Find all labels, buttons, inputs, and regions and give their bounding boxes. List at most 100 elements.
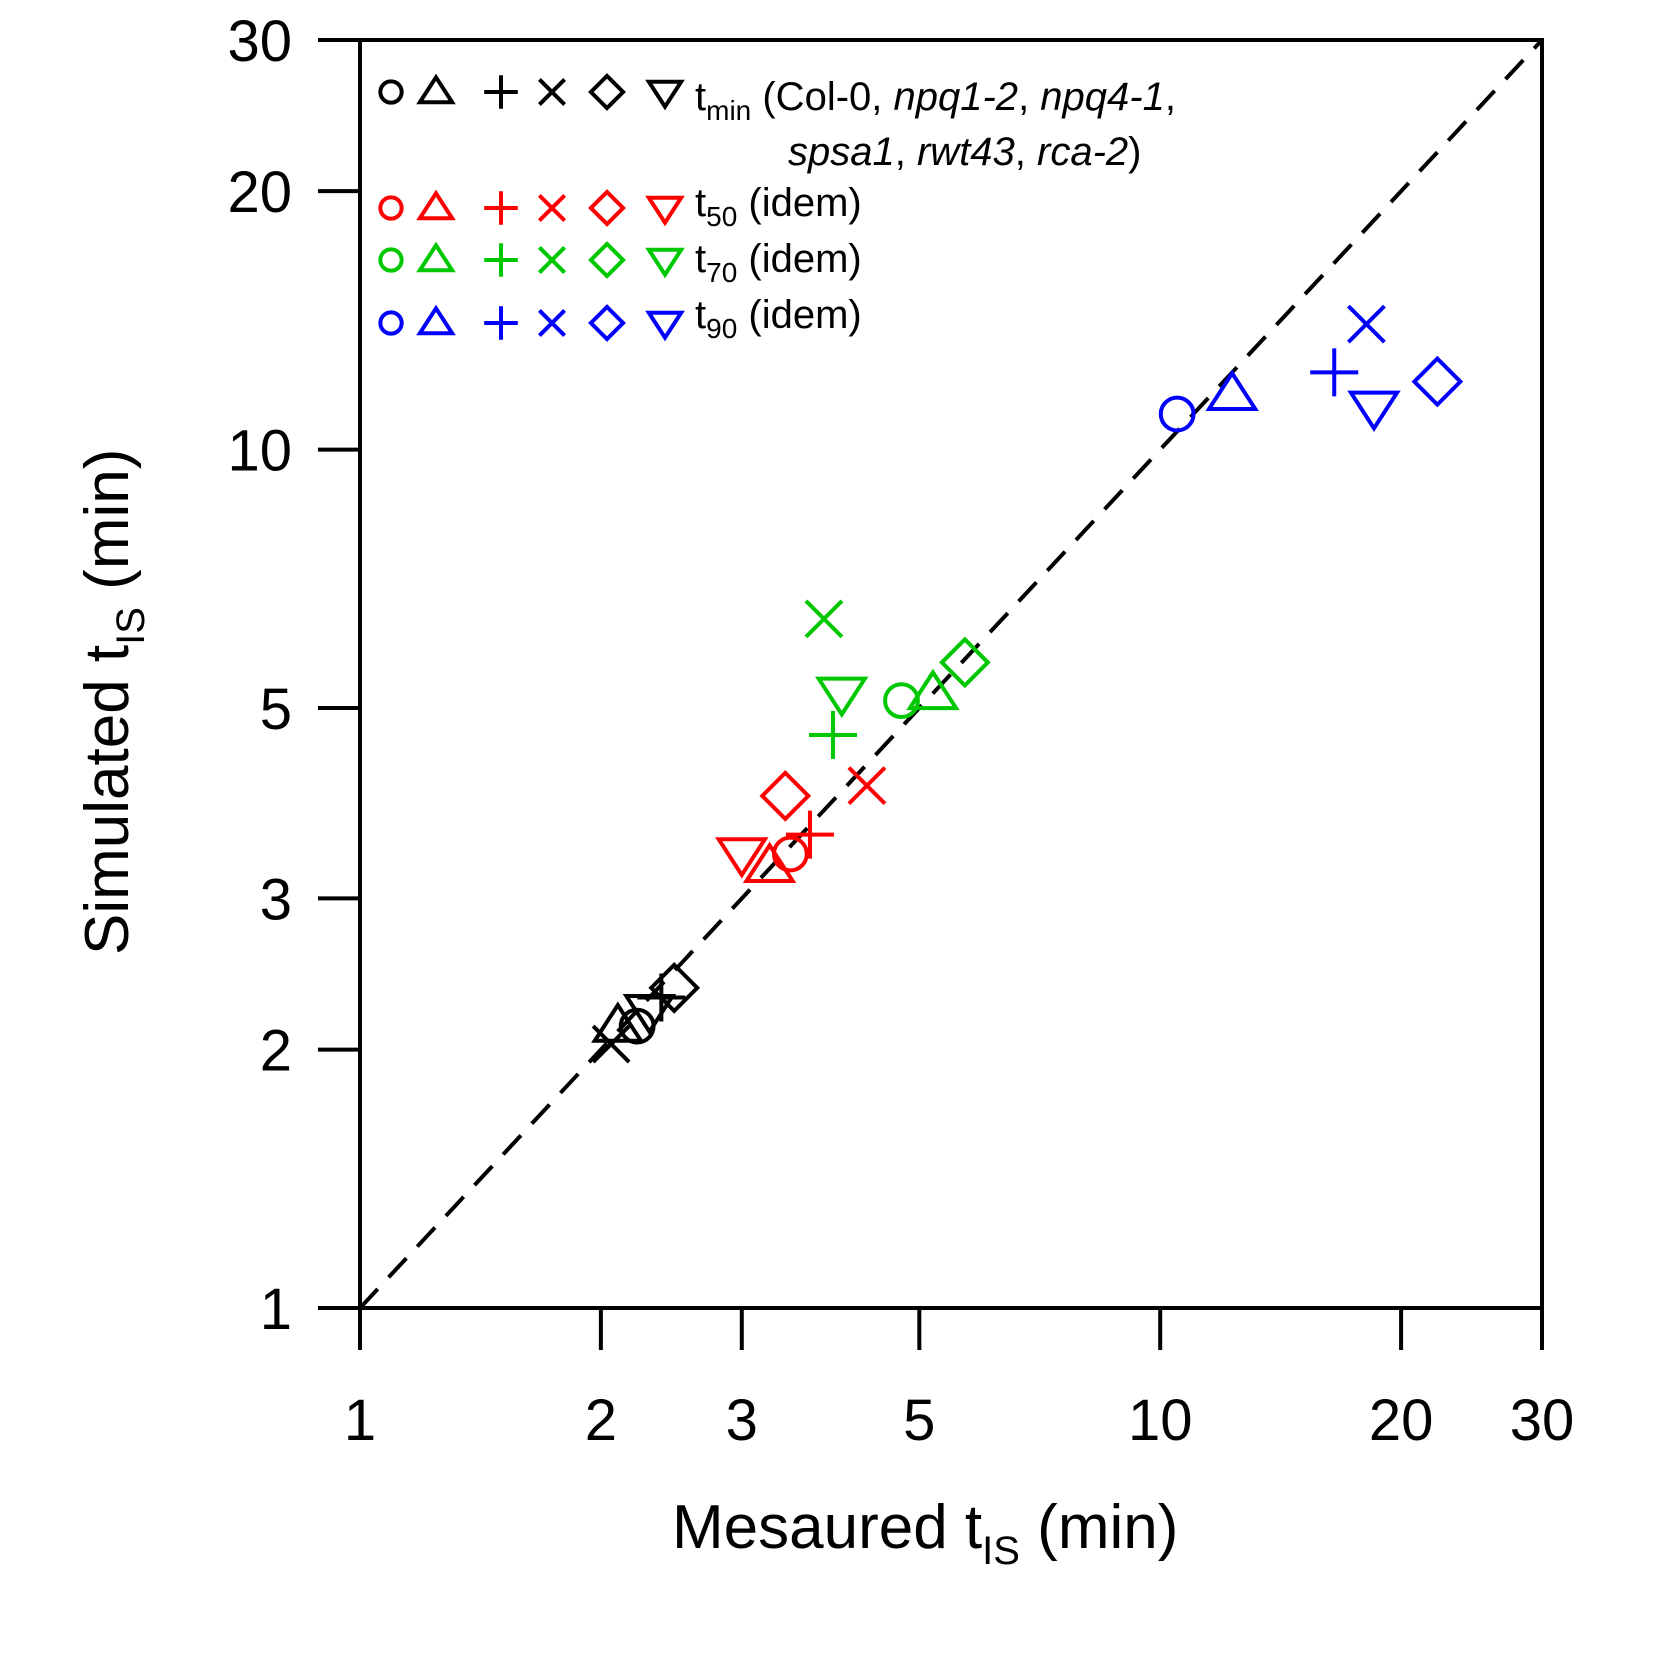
legend-t90-diamond-marker xyxy=(588,304,626,342)
point-t90-triangle-up-marker xyxy=(1205,369,1259,411)
legend-tmin-prefix: (Col-0, xyxy=(751,75,893,119)
legend-t90-suffix: (idem) xyxy=(737,293,861,337)
legend-tmin-triangle-up-marker xyxy=(416,73,456,105)
legend-t70-main: t xyxy=(695,237,706,281)
point-t50-triangle-up-marker xyxy=(742,841,797,883)
y-axis-title-unit: (min) xyxy=(73,449,142,607)
point-t90-cross-marker xyxy=(1346,304,1386,344)
x-axis-title-main: Mesaured t xyxy=(672,1493,982,1562)
x-tick-label: 1 xyxy=(344,1388,376,1453)
point-t90-triangle-down-marker xyxy=(1347,390,1401,433)
legend-tmin-cross-marker xyxy=(537,77,567,107)
legend-genotype-spsa1: spsa1 xyxy=(788,130,895,174)
y-tick-label: 30 xyxy=(227,9,292,74)
legend-label-tmin-line2: spsa1, rwt43, rca-2) xyxy=(788,130,1142,174)
y-tick-label: 5 xyxy=(260,677,292,742)
legend-genotype-npq4-1: npq4-1 xyxy=(1040,75,1165,119)
legend-line2-end: ) xyxy=(1128,130,1141,174)
point-t50-circle-marker xyxy=(771,835,809,873)
point-t90-plus-marker xyxy=(1310,348,1359,397)
point-t70-circle-marker xyxy=(883,682,920,720)
y-tick-label: 3 xyxy=(260,867,292,932)
point-tmin-cross-marker xyxy=(591,1024,631,1064)
legend-t90-sub: 90 xyxy=(706,313,737,344)
legend-t50-sub: 50 xyxy=(706,201,737,232)
legend-label-t50: t50 (idem) xyxy=(695,181,862,232)
point-t70-diamond-marker xyxy=(939,636,991,689)
point-t70-triangle-up-marker xyxy=(906,668,960,711)
legend-sep: , xyxy=(1018,75,1040,119)
data-points xyxy=(591,304,1464,1064)
identity-reference-line xyxy=(360,40,1542,1308)
legend-t70-triangle-down-marker xyxy=(645,247,685,279)
y-tick-label: 2 xyxy=(260,1019,292,1084)
y-axis: 1 2 3 5 10 20 30 xyxy=(227,9,360,1342)
legend-t50-main: t xyxy=(695,181,706,225)
y-axis-title-main: Simulated t xyxy=(73,645,142,955)
legend-t70-triangle-up-marker xyxy=(416,241,456,273)
point-tmin-triangle-up-marker xyxy=(591,1001,645,1043)
point-t50-triangle-down-marker xyxy=(715,837,769,879)
x-tick-label: 30 xyxy=(1510,1388,1575,1453)
point-tmin-triangle-down-marker xyxy=(622,993,677,1036)
y-tick-label: 1 xyxy=(260,1277,292,1342)
point-t50-diamond-marker xyxy=(759,770,812,822)
x-axis-title-unit: (min) xyxy=(1020,1493,1178,1562)
legend-t70-plus-marker xyxy=(484,243,518,277)
legend-t50-plus-marker xyxy=(484,191,518,225)
legend-t90-cross-marker xyxy=(537,308,567,338)
point-t50-plus-marker xyxy=(785,810,834,859)
legend-t50-circle-marker xyxy=(378,195,404,221)
legend-t70-suffix: (idem) xyxy=(737,237,861,281)
y-axis-title: Simulated tIS (min) xyxy=(73,449,153,955)
legend-line1-end: , xyxy=(1165,75,1176,119)
x-tick-label: 3 xyxy=(726,1388,758,1453)
legend-t50-suffix: (idem) xyxy=(737,181,861,225)
y-tick-label: 10 xyxy=(227,419,292,484)
x-tick-label: 5 xyxy=(903,1388,935,1453)
legend-label-t90: t90 (idem) xyxy=(695,293,862,344)
legend-t50-triangle-down-marker xyxy=(645,195,685,227)
legend-t70-cross-marker xyxy=(537,245,567,275)
legend-genotype-rca-2: rca-2 xyxy=(1037,130,1128,174)
legend-markers xyxy=(378,73,685,342)
plot-area xyxy=(358,38,1544,1310)
legend-tmin-sub: min xyxy=(706,95,751,126)
y-axis-title-sub: IS xyxy=(109,607,153,645)
legend-tmin-main: t xyxy=(695,75,706,119)
legend-t90-main: t xyxy=(695,293,706,337)
point-tmin-diamond-marker xyxy=(648,962,701,1014)
legend-label-t70: t70 (idem) xyxy=(695,237,862,288)
point-t90-circle-marker xyxy=(1158,395,1196,433)
legend-genotype-rwt43: rwt43 xyxy=(917,130,1015,174)
legend-t70-circle-marker xyxy=(378,247,404,273)
legend-t90-plus-marker xyxy=(484,306,518,340)
legend-t70-diamond-marker xyxy=(588,241,626,279)
legend-genotype-npq1-2: npq1-2 xyxy=(894,75,1019,119)
legend-t50-cross-marker xyxy=(537,193,567,223)
legend-tmin-circle-marker xyxy=(378,79,404,105)
legend-sep: , xyxy=(895,130,917,174)
point-t50-cross-marker xyxy=(847,766,887,806)
x-axis: 1 2 3 5 10 20 30 xyxy=(344,1308,1574,1453)
point-t70-cross-marker xyxy=(804,599,844,639)
legend-t90-triangle-up-marker xyxy=(416,304,456,336)
legend-tmin-diamond-marker xyxy=(588,73,626,111)
y-tick-label: 20 xyxy=(227,160,292,225)
legend-label-tmin: tmin (Col-0, npq1-2, npq4-1, xyxy=(695,75,1176,126)
x-tick-label: 10 xyxy=(1128,1388,1193,1453)
x-tick-label: 20 xyxy=(1369,1388,1434,1453)
legend-t50-triangle-up-marker xyxy=(416,189,456,221)
x-axis-title-sub: IS xyxy=(982,1529,1020,1573)
point-t70-plus-marker xyxy=(808,711,857,760)
x-axis-title: Mesaured tIS (min) xyxy=(672,1493,1178,1573)
point-t90-diamond-marker xyxy=(1411,355,1464,408)
legend-t90-triangle-down-marker xyxy=(645,310,685,342)
legend-tmin-triangle-down-marker xyxy=(645,79,685,111)
legend-t50-diamond-marker xyxy=(588,189,626,227)
legend-t90-circle-marker xyxy=(378,310,404,336)
legend-tmin-plus-marker xyxy=(484,75,518,109)
point-t70-triangle-down-marker xyxy=(814,676,869,719)
x-tick-label: 2 xyxy=(585,1388,617,1453)
legend-sep: , xyxy=(1015,130,1037,174)
